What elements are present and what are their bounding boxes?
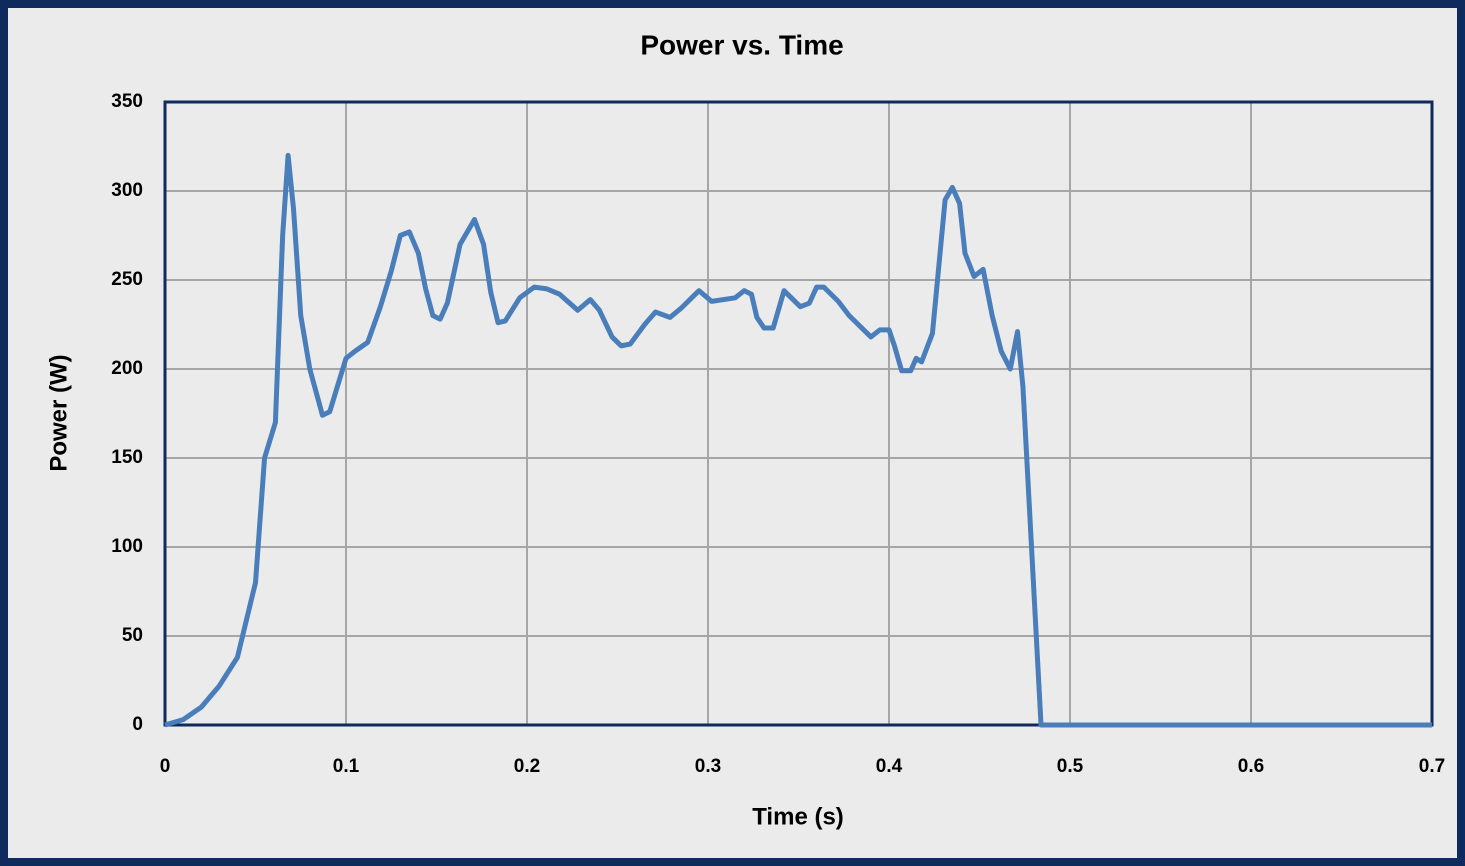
plot-border: [163, 100, 1434, 727]
y-tick-label: 50: [122, 625, 143, 646]
y-tick-label: 100: [111, 536, 143, 557]
data-line: [164, 152, 1432, 728]
y-tick-label: 150: [111, 447, 143, 468]
chart-title: Power vs. Time: [640, 29, 843, 60]
y-tick-label: 250: [111, 269, 143, 290]
y-tick-label: 350: [111, 91, 143, 112]
x-tick-label: 0.4: [876, 756, 903, 777]
y-tick-label: 300: [111, 180, 143, 201]
y-axis-label: Power (W): [45, 354, 72, 471]
y-tick-label: 200: [111, 358, 143, 379]
y-tick-label: 0: [132, 714, 143, 735]
x-tick-label: 0: [160, 756, 171, 777]
x-tick-label: 0.2: [514, 756, 540, 777]
x-tick-label: 0.7: [1419, 756, 1445, 777]
x-tick-label: 0.5: [1057, 756, 1084, 777]
x-tick-label: 0.3: [695, 756, 721, 777]
x-tick-label: 0.6: [1238, 756, 1264, 777]
x-tick-label: 0.1: [333, 756, 360, 777]
x-axis-label: Time (s): [752, 803, 844, 830]
